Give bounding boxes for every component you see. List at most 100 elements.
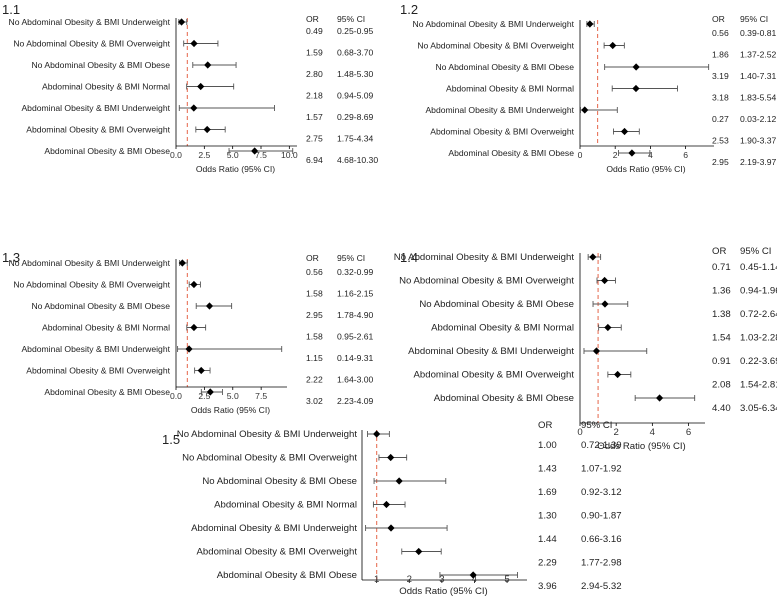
panel-4-row-label: No Abdominal Obesity & BMI Obese bbox=[419, 299, 574, 310]
panel-2-or-value: 1.86 bbox=[712, 50, 729, 60]
panel-1-x-tick-label: 5.0 bbox=[227, 150, 239, 160]
panel-4-x-tick-label: 2 bbox=[614, 427, 619, 438]
panel-3-or-value: 1.15 bbox=[306, 353, 323, 363]
panel-5-x-tick-label: 4 bbox=[472, 574, 478, 585]
panel-3-or-point bbox=[185, 345, 193, 353]
panel-4-ci-value: 1.54-2.81 bbox=[740, 380, 777, 391]
panel-1-or-value: 2.75 bbox=[306, 134, 323, 144]
panel-2-row-label: No Abdominal Obesity & BMI Underweight bbox=[413, 19, 575, 29]
panel-1-row-label: No Abdominal Obesity & BMI Obese bbox=[31, 60, 170, 70]
panel-1-or-value: 6.94 bbox=[306, 155, 323, 165]
panel-3-x-tick-label: 5.0 bbox=[227, 391, 239, 401]
panel-5-row-label: No Abdominal Obesity & BMI Underweight bbox=[177, 429, 358, 440]
panel-4-row-label: No Abdominal Obesity & BMI Overweight bbox=[399, 276, 574, 287]
panel-5-ci-value: 0.90-1.87 bbox=[581, 511, 622, 522]
panel-3-or-point bbox=[178, 259, 186, 267]
panel-3-title: 1.3 bbox=[2, 250, 20, 265]
panel-4-ci-value: 0.94-1.96 bbox=[740, 286, 777, 297]
panel-5-or-point bbox=[373, 430, 381, 438]
panel-2-or-point bbox=[620, 127, 629, 136]
panel-1-row-label: Abdominal Obesity & BMI Overweight bbox=[26, 125, 170, 135]
panel-2-ci-value: 1.37-2.52 bbox=[740, 50, 777, 60]
panel-1-row-label: No Abdominal Obesity & BMI Underweight bbox=[9, 17, 171, 27]
panel-1-x-tick-label: 0.0 bbox=[170, 150, 182, 160]
panel-1-x-tick-label: 10.0 bbox=[281, 150, 298, 160]
panel-5-row-label: Abdominal Obesity & BMI Underweight bbox=[191, 523, 357, 534]
panel-2-x-tick-label: 0 bbox=[578, 150, 583, 160]
panel-5-or-value: 1.00 bbox=[538, 440, 557, 451]
panel-3-ci-value: 1.64-3.00 bbox=[337, 375, 374, 385]
panel-3-or-value: 0.56 bbox=[306, 267, 323, 277]
panel-1-header-or: OR bbox=[306, 14, 319, 24]
panel-4-or-point bbox=[614, 370, 622, 379]
panel-4-x-tick-label: 4 bbox=[650, 427, 656, 438]
panel-2-title: 1.2 bbox=[400, 2, 418, 17]
panel-1-or-point bbox=[190, 104, 198, 112]
panel-2-header-or: OR bbox=[712, 14, 725, 24]
panel-5-ci-value: 0.72-1.39 bbox=[581, 440, 622, 451]
panel-1-or-value: 1.57 bbox=[306, 112, 323, 122]
panel-1-x-axis-label: Odds Ratio (95% CI) bbox=[196, 164, 275, 174]
panel-1-header-ci: 95% CI bbox=[337, 14, 365, 24]
panel-1-ci-value: 1.75-4.34 bbox=[337, 134, 374, 144]
panel-2-row-label: Abdominal Obesity & BMI Underweight bbox=[425, 105, 574, 115]
panel-4-or-point bbox=[601, 300, 609, 308]
panel-5-ci-value: 2.94-5.32 bbox=[581, 581, 622, 592]
panel-1-or-value: 2.18 bbox=[306, 91, 323, 101]
panel-3-or-value: 3.02 bbox=[306, 396, 323, 406]
panel-3-row-label: Abdominal Obesity & BMI Normal bbox=[42, 323, 170, 333]
panel-3-row-label: No Abdominal Obesity & BMI Underweight bbox=[9, 258, 171, 268]
panel-3-x-tick-label: 0.0 bbox=[170, 391, 182, 401]
panel-2-ci-value: 2.19-3.97 bbox=[740, 157, 777, 167]
panel-2-or-point bbox=[628, 149, 636, 157]
panel-3-ci-value: 0.14-9.31 bbox=[337, 353, 374, 363]
panel-5-x-tick-label: 2 bbox=[407, 574, 412, 585]
panel-1-ci-value: 4.68-10.30 bbox=[337, 155, 378, 165]
panel-2-row-label: No Abdominal Obesity & BMI Overweight bbox=[417, 41, 574, 51]
panel-3-or-point bbox=[190, 323, 198, 332]
panel-1-ci-value: 0.68-3.70 bbox=[337, 48, 374, 58]
panel-5-or-point bbox=[469, 571, 477, 579]
panel-4-or-value: 2.08 bbox=[712, 380, 731, 391]
panel-3-or-point bbox=[190, 280, 198, 289]
panel-5-or-value: 2.29 bbox=[538, 558, 557, 569]
panel-1-x-tick-label: 2.5 bbox=[198, 150, 210, 160]
panel-2-ci-value: 0.39-0.81 bbox=[740, 28, 777, 38]
panel-3-ci-value: 1.78-4.90 bbox=[337, 310, 374, 320]
panel-1-ci-value: 0.25-0.95 bbox=[337, 26, 374, 36]
panel-2-or-value: 0.56 bbox=[712, 28, 729, 38]
panel-5-x-tick-label: 3 bbox=[439, 574, 444, 585]
panel-1-row-label: Abdominal Obesity & BMI Underweight bbox=[21, 103, 170, 113]
panel-4-or-point bbox=[592, 347, 601, 355]
panel-5-ci-value: 1.77-2.98 bbox=[581, 558, 622, 569]
panel-4-ci-value: 0.72-2.64 bbox=[740, 309, 777, 320]
panel-1-ci-value: 0.29-8.69 bbox=[337, 112, 374, 122]
panel-4-or-value: 0.71 bbox=[712, 262, 731, 273]
panel-1-title: 1.1 bbox=[2, 2, 20, 17]
panel-5-or-point bbox=[387, 453, 395, 462]
panel-1-ci-value: 0.94-5.09 bbox=[337, 91, 374, 101]
panel-4-or-point bbox=[589, 253, 597, 261]
panel-1-or-value: 2.80 bbox=[306, 69, 323, 79]
panel-3-ci-value: 0.95-2.61 bbox=[337, 332, 374, 342]
panel-5-row-label: No Abdominal Obesity & BMI Obese bbox=[202, 476, 357, 487]
panel-4-or-point bbox=[604, 323, 612, 332]
panel-1-row-label: No Abdominal Obesity & BMI Overweight bbox=[13, 39, 170, 49]
panel-4-ci-value: 0.22-3.69 bbox=[740, 356, 777, 367]
panel-5-or-value: 1.43 bbox=[538, 464, 557, 475]
panel-3-or-value: 2.95 bbox=[306, 310, 323, 320]
panel-4-or-point bbox=[601, 276, 609, 285]
panel-5-row-label: Abdominal Obesity & BMI Overweight bbox=[197, 547, 358, 558]
panel-3-ci-value: 1.16-2.15 bbox=[337, 289, 374, 299]
panel-1-or-point bbox=[177, 18, 186, 26]
panel-2-row-label: Abdominal Obesity & BMI Normal bbox=[446, 84, 574, 94]
panel-5-or-value: 1.44 bbox=[538, 534, 557, 545]
panel-2-or-point bbox=[609, 41, 617, 50]
panel-3-or-value: 2.22 bbox=[306, 375, 323, 385]
panel-3-row-label: No Abdominal Obesity & BMI Overweight bbox=[13, 280, 170, 290]
panel-2-ci-value: 0.03-2.12 bbox=[740, 114, 777, 124]
panel-5-x-axis-label: Odds Ratio (95% CI) bbox=[399, 586, 488, 597]
panel-1-row-label: Abdominal Obesity & BMI Obese bbox=[44, 146, 170, 156]
panel-4-or-value: 1.54 bbox=[712, 333, 731, 344]
panel-4-x-tick-label: 6 bbox=[686, 427, 691, 438]
